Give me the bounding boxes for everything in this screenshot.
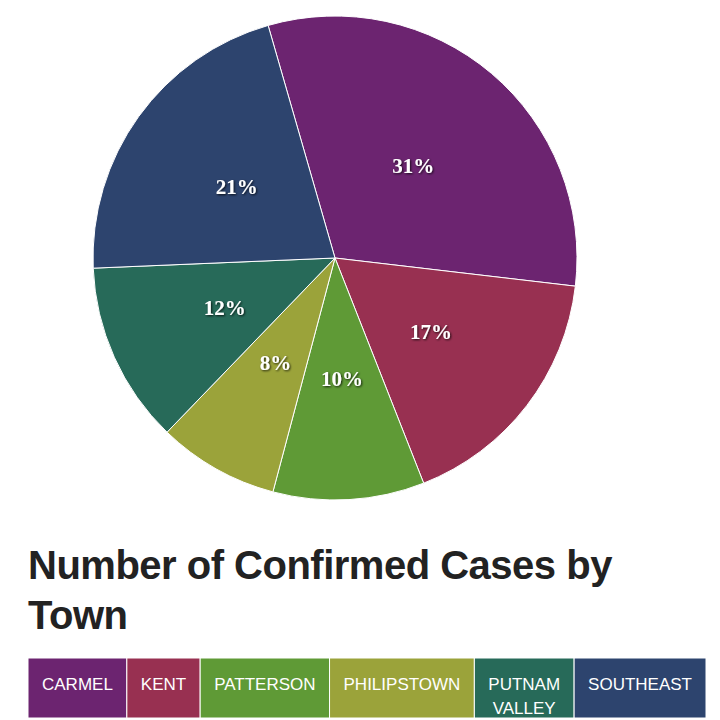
data-label: 12% [204,296,246,320]
legend-label: PATTERSON [214,675,315,694]
chart-title: Number of Confirmed Cases by Town [28,540,668,640]
legend-swatch [474,658,574,718]
legend-label: PUTNAMVALLEY [488,675,560,718]
legend-label: PHILIPSTOWN [344,675,461,694]
legend: CARMEL KENT PATTERSON PHILIPSTOWN PUTNAMVALL… [28,658,706,718]
legend-label: SOUTHEAST [588,675,692,694]
data-label: 21% [216,175,258,199]
legend-item: PATTERSON [200,658,329,718]
legend-label: CARMEL [42,675,113,694]
legend-item: KENT [127,658,200,718]
data-label: 17% [410,320,452,344]
data-label: 10% [321,367,363,391]
legend-swatch [330,658,475,718]
data-labels: 31% 17% 10% 8% 12% 21% [204,154,452,391]
data-label: 31% [392,154,434,178]
pie-slice [93,258,335,432]
legend-swatch [574,658,706,718]
legend-item: PHILIPSTOWN [330,658,475,718]
legend-swatch [127,658,200,718]
data-label: 8% [260,351,292,375]
legend-swatch [200,658,329,718]
legend-item: CARMEL [28,658,127,718]
legend-swatch [28,658,127,718]
pie [93,16,577,500]
legend-label: KENT [141,675,186,694]
pie-slice [93,25,335,268]
legend-item: PUTNAMVALLEY [474,658,574,718]
legend-item: SOUTHEAST [574,658,706,718]
